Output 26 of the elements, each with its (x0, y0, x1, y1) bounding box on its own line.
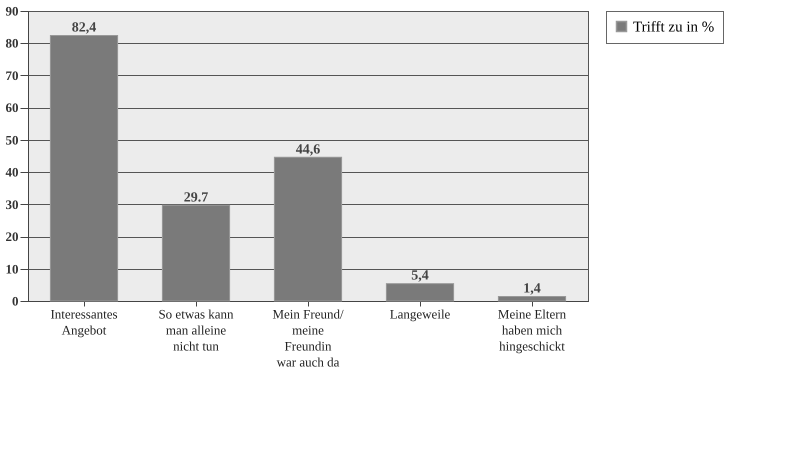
y-tick-label: 40 (6, 164, 18, 180)
x-tick-label: So etwas kann man alleine nicht tun (158, 306, 234, 354)
bar (386, 283, 454, 302)
y-tick-label: 90 (6, 4, 18, 18)
x-tick-label: Meine Eltern haben mich hingeschickt (498, 306, 567, 354)
data-label: 5,4 (411, 268, 429, 284)
x-tick-label: Langeweile (390, 306, 451, 322)
bar (50, 34, 118, 302)
bar (498, 296, 566, 302)
y-tick-label: 60 (6, 100, 18, 116)
bar (274, 156, 342, 302)
y-tick-label: 10 (6, 261, 18, 276)
y-tick-label: 20 (6, 229, 18, 244)
bar (162, 204, 230, 302)
y-tick-label: 0 (12, 294, 18, 308)
x-tick-label: Interessantes Angebot (50, 306, 118, 338)
y-tick-label: 80 (6, 36, 18, 51)
data-label: 44,6 (296, 142, 320, 158)
y-tick-label: 30 (6, 196, 18, 212)
legend-label: Trifft zu in % (633, 20, 714, 36)
y-tick-label: 70 (6, 68, 18, 83)
x-tick-label: Mein Freund/ meine Freundin war auch da (272, 306, 344, 370)
data-label: 82,4 (72, 20, 96, 36)
data-label: 1,4 (523, 281, 541, 296)
y-tick-label: 50 (6, 132, 18, 148)
data-label: 29.7 (184, 190, 208, 206)
